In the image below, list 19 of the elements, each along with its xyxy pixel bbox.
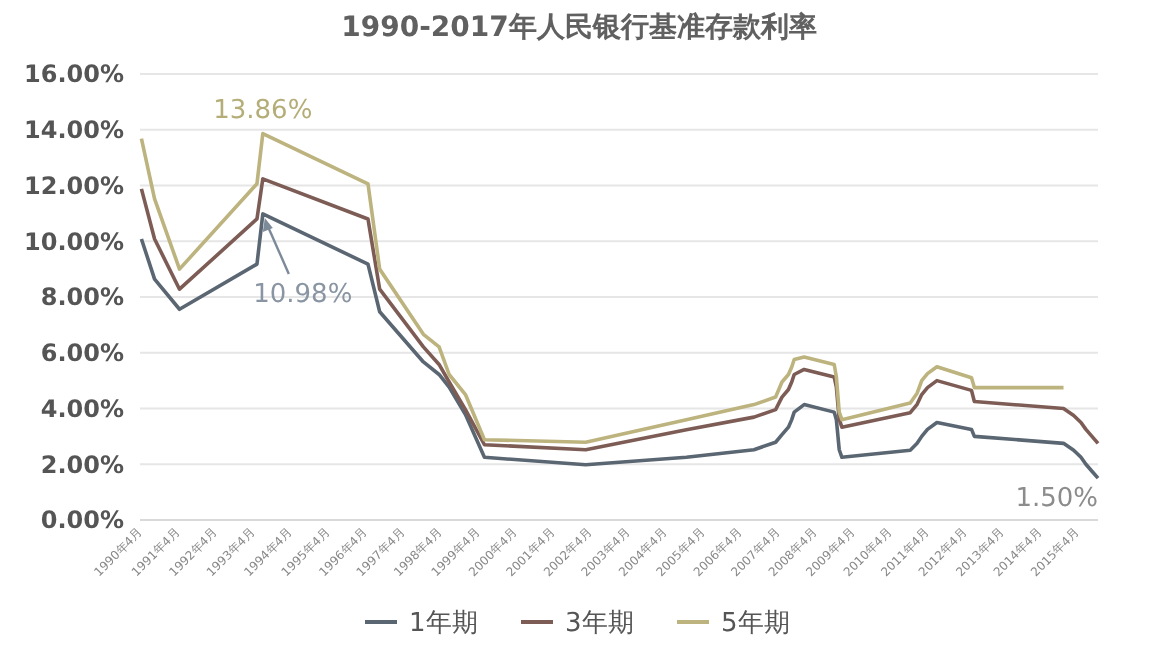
y-tick-label: 0.00%	[40, 506, 124, 535]
legend-label: 1年期	[409, 609, 478, 640]
line-series	[139, 131, 1066, 445]
annotation: 1.50%	[1015, 484, 1098, 515]
y-tick-label: 4.00%	[40, 394, 124, 423]
legend-label: 5年期	[721, 609, 790, 640]
y-tick-label: 8.00%	[40, 283, 124, 312]
y-tick-label: 6.00%	[40, 339, 124, 368]
legend-label: 3年期	[565, 609, 634, 640]
y-tick-label: 16.00%	[24, 60, 124, 89]
line-series	[139, 212, 1100, 480]
annotation: 13.86%	[213, 95, 313, 126]
y-tick-label: 14.00%	[24, 116, 124, 145]
annotation: 10.98%	[253, 279, 353, 310]
y-tick-label: 2.00%	[40, 450, 124, 479]
y-tick-label: 12.00%	[24, 171, 124, 200]
chart-title: 1990-2017年人民银行基准存款利率	[341, 10, 817, 44]
y-tick-label: 10.00%	[24, 227, 124, 256]
line-series	[139, 177, 1100, 452]
